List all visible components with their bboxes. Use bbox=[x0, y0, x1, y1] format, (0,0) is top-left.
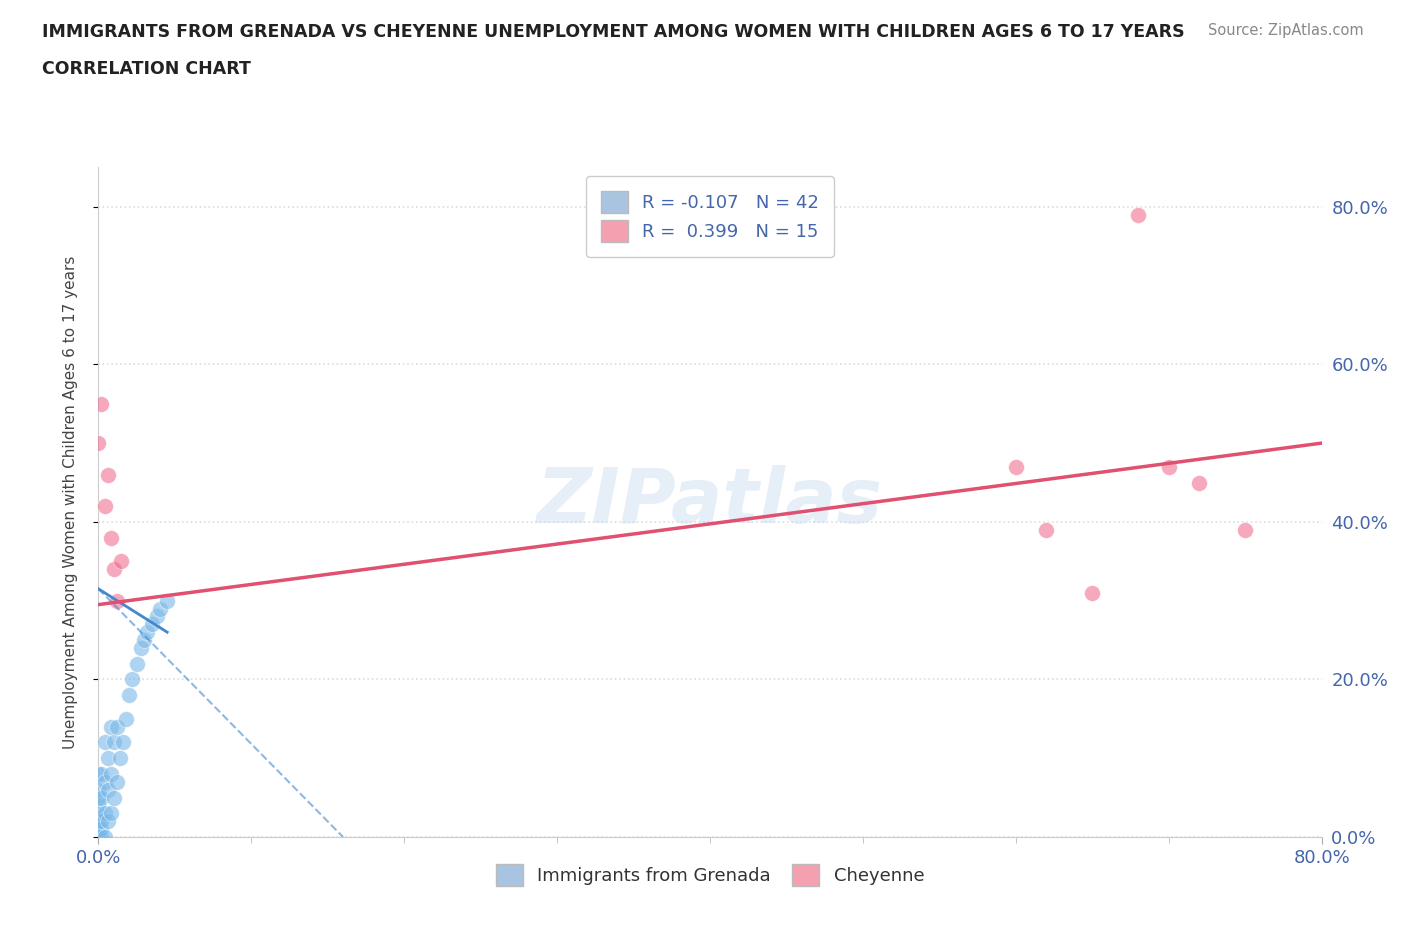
Point bbox=[100, 719, 122, 734]
Point bbox=[90, 822, 112, 837]
Text: CORRELATION CHART: CORRELATION CHART bbox=[42, 60, 252, 78]
Point bbox=[87, 830, 110, 844]
Point bbox=[90, 814, 112, 829]
Point bbox=[145, 609, 167, 624]
Point bbox=[1004, 459, 1026, 474]
Point bbox=[141, 617, 163, 631]
Point bbox=[129, 641, 152, 656]
Point bbox=[105, 593, 128, 608]
Point bbox=[103, 562, 125, 577]
Point bbox=[87, 806, 110, 821]
Point bbox=[97, 751, 120, 765]
Point bbox=[90, 766, 112, 781]
Point bbox=[103, 735, 125, 750]
Text: Source: ZipAtlas.com: Source: ZipAtlas.com bbox=[1208, 23, 1364, 38]
Point bbox=[93, 735, 115, 750]
Point bbox=[149, 601, 172, 616]
Point bbox=[111, 735, 134, 750]
Point bbox=[108, 751, 131, 765]
Point bbox=[136, 625, 159, 640]
Point bbox=[93, 775, 115, 790]
Point bbox=[121, 672, 143, 687]
Point bbox=[100, 530, 122, 545]
Point bbox=[87, 822, 110, 837]
Point bbox=[87, 766, 110, 781]
Point bbox=[1128, 207, 1150, 222]
Point bbox=[100, 806, 122, 821]
Point bbox=[1157, 459, 1180, 474]
Point bbox=[1188, 475, 1211, 490]
Point bbox=[1035, 523, 1057, 538]
Point bbox=[93, 498, 115, 513]
Point bbox=[103, 790, 125, 805]
Point bbox=[93, 806, 115, 821]
Point bbox=[115, 711, 138, 726]
Y-axis label: Unemployment Among Women with Children Ages 6 to 17 years: Unemployment Among Women with Children A… bbox=[63, 256, 77, 749]
Point bbox=[105, 775, 128, 790]
Point bbox=[118, 688, 141, 703]
Point bbox=[87, 830, 110, 844]
Legend: Immigrants from Grenada, Cheyenne: Immigrants from Grenada, Cheyenne bbox=[486, 855, 934, 895]
Point bbox=[1081, 585, 1104, 600]
Point bbox=[100, 766, 122, 781]
Point bbox=[87, 435, 110, 450]
Point bbox=[90, 830, 112, 844]
Point bbox=[87, 790, 110, 805]
Point bbox=[110, 554, 132, 569]
Point bbox=[97, 467, 120, 482]
Point bbox=[87, 814, 110, 829]
Point bbox=[105, 719, 128, 734]
Text: ZIPatlas: ZIPatlas bbox=[537, 465, 883, 539]
Point bbox=[1234, 523, 1257, 538]
Point bbox=[97, 782, 120, 797]
Point bbox=[134, 632, 156, 647]
Point bbox=[87, 830, 110, 844]
Point bbox=[97, 814, 120, 829]
Point bbox=[156, 593, 179, 608]
Point bbox=[87, 782, 110, 797]
Point bbox=[93, 830, 115, 844]
Point bbox=[125, 657, 148, 671]
Point bbox=[90, 396, 112, 411]
Point bbox=[87, 798, 110, 813]
Point bbox=[90, 790, 112, 805]
Text: IMMIGRANTS FROM GRENADA VS CHEYENNE UNEMPLOYMENT AMONG WOMEN WITH CHILDREN AGES : IMMIGRANTS FROM GRENADA VS CHEYENNE UNEM… bbox=[42, 23, 1185, 41]
